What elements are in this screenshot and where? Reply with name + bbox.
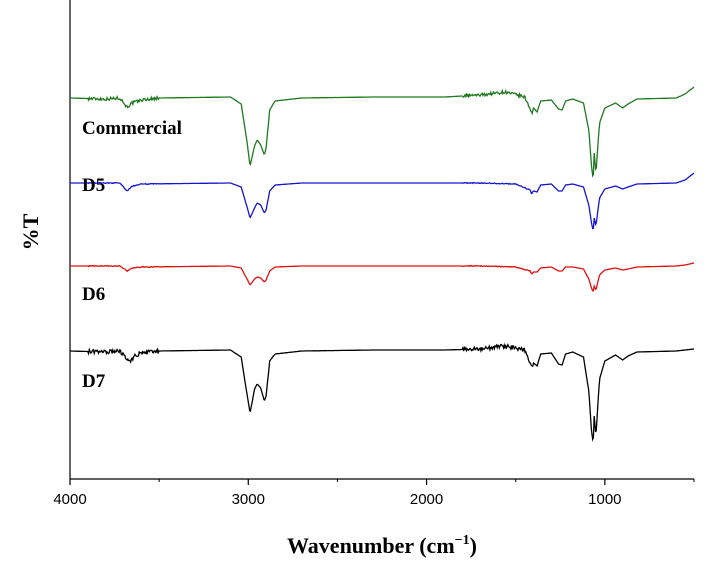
y-axis-title: %T	[18, 213, 43, 250]
plot-frame	[69, 0, 694, 480]
series-traces	[70, 86, 695, 442]
series-line-d7	[70, 342, 695, 442]
series-line-d6	[70, 262, 695, 292]
series-label-d7: D7	[82, 371, 106, 392]
series-label-d6: D6	[82, 284, 105, 305]
series-line-commercial	[70, 86, 695, 178]
x-tick-label: 4000	[53, 491, 86, 508]
series-label-commercial: Commercial	[82, 118, 182, 139]
x-tick-label: 1000	[588, 491, 621, 508]
x-ticks: 4000 3000 2000 1000	[53, 479, 695, 508]
x-tick-label: 2000	[410, 491, 443, 508]
x-tick-label: 3000	[232, 491, 265, 508]
x-axis-title: Wavenumber (cm−1)	[287, 533, 477, 558]
series-label-d5: D5	[82, 175, 105, 196]
x-axis-title-superscript: −1	[455, 533, 470, 548]
series-labels: Commercial D5 D6 D7	[82, 118, 182, 392]
x-axis-title-main: Wavenumber (cm	[287, 533, 455, 558]
series-line-d5	[70, 172, 695, 230]
x-axis-title-close: )	[470, 533, 477, 558]
